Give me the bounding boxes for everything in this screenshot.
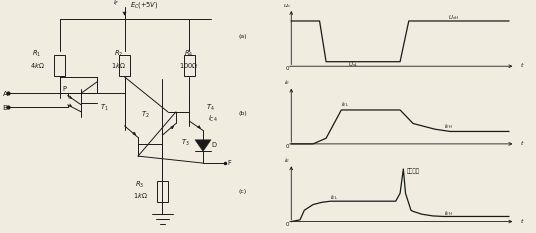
Bar bbox=[54, 55, 65, 76]
Text: $100\Omega$: $100\Omega$ bbox=[178, 61, 198, 70]
Text: $t$: $t$ bbox=[519, 139, 524, 147]
Text: 尖峰电流: 尖峰电流 bbox=[407, 168, 420, 174]
Text: $T_4$: $T_4$ bbox=[206, 103, 214, 113]
Bar bbox=[184, 55, 195, 76]
Text: $i_{C4}$: $i_{C4}$ bbox=[209, 114, 218, 124]
Text: $I_{EH}$: $I_{EH}$ bbox=[444, 209, 452, 218]
Text: $I_{EH}$: $I_{EH}$ bbox=[444, 122, 452, 131]
Text: $T_3$: $T_3$ bbox=[181, 137, 190, 148]
Text: (c): (c) bbox=[239, 189, 247, 194]
Text: A: A bbox=[3, 91, 8, 96]
Text: $i_E$: $i_E$ bbox=[284, 79, 290, 87]
Text: 0: 0 bbox=[285, 222, 289, 226]
Text: $4k\Omega$: $4k\Omega$ bbox=[30, 61, 44, 70]
Text: $R_1$: $R_1$ bbox=[33, 49, 42, 59]
Text: $1k\Omega$: $1k\Omega$ bbox=[111, 61, 126, 70]
Text: B: B bbox=[3, 105, 8, 110]
Text: P: P bbox=[62, 86, 66, 92]
Text: (a): (a) bbox=[239, 34, 247, 39]
Text: $T_2$: $T_2$ bbox=[141, 110, 150, 120]
Text: D: D bbox=[211, 142, 216, 148]
Bar bbox=[157, 181, 168, 202]
Text: $i_F$: $i_F$ bbox=[113, 0, 119, 8]
Text: $t$: $t$ bbox=[519, 217, 524, 225]
Text: $R_3$: $R_3$ bbox=[135, 179, 145, 190]
Text: $U_{oH}$: $U_{oH}$ bbox=[448, 13, 459, 22]
Text: $u_o$: $u_o$ bbox=[282, 2, 291, 10]
Text: $I_{EL}$: $I_{EL}$ bbox=[341, 101, 349, 110]
Bar bbox=[119, 55, 130, 76]
Text: $I_{EL}$: $I_{EL}$ bbox=[330, 193, 338, 202]
Polygon shape bbox=[195, 140, 211, 151]
Text: $E_C(+5V)$: $E_C(+5V)$ bbox=[130, 0, 159, 10]
Text: $i_E$: $i_E$ bbox=[284, 156, 290, 165]
Text: $1k\Omega$: $1k\Omega$ bbox=[132, 191, 147, 200]
Text: $R_4$: $R_4$ bbox=[184, 49, 193, 59]
Text: 0: 0 bbox=[285, 144, 289, 149]
Text: $R_2$: $R_2$ bbox=[114, 49, 123, 59]
Text: (b): (b) bbox=[239, 111, 247, 116]
Text: $t$: $t$ bbox=[519, 61, 524, 69]
Text: $U_{oL}$: $U_{oL}$ bbox=[348, 60, 358, 69]
Text: 0: 0 bbox=[285, 66, 289, 71]
Text: $T_1$: $T_1$ bbox=[100, 103, 109, 113]
Text: F: F bbox=[227, 161, 231, 166]
